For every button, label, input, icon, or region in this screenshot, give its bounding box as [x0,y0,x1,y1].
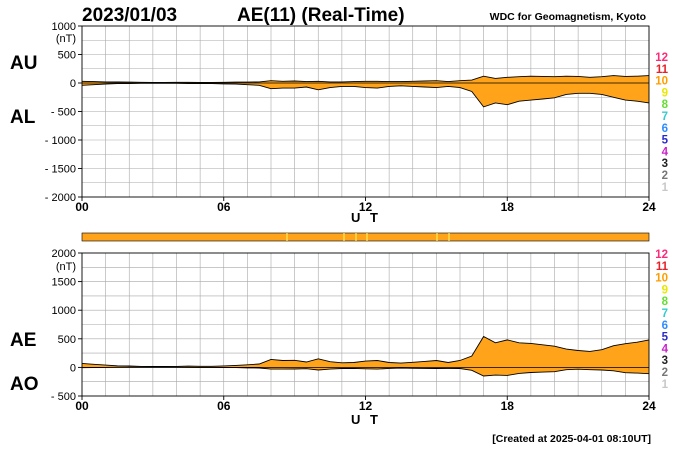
ao-series-line [81,366,650,377]
ae-ao-grid [82,253,649,396]
station-count-label: 1 [662,182,669,194]
au-series-line [81,75,650,83]
station-count-label: 12 [655,249,668,261]
station-count-label: 5 [662,135,669,147]
y-tick-label: - 1000 [45,135,76,147]
au-label: AU [10,53,37,74]
x-tick-label: 24 [642,200,656,214]
station-count-label: 4 [662,343,669,355]
station-count-label: 7 [662,111,668,123]
station-count-label: 3 [662,158,668,170]
y-tick-label: 500 [58,334,76,346]
au-al-unit-label: (nT) [56,33,76,45]
station-count-label: 10 [655,273,668,285]
y-tick-label: 500 [58,50,76,62]
station-count-label: 2 [662,367,668,379]
station-count-label: 8 [662,296,669,308]
ae-ao-y-ticks: 2000 1500 1000 500 0 - 500 [51,248,82,403]
ae-label: AE [10,330,36,351]
data-source: WDC for Geomagnetism, Kyoto [490,11,646,23]
y-tick-label: 1000 [52,305,76,317]
au-al-x-ticks: 00 06 12 18 24 [75,197,656,214]
plot-date: 2023/01/03 [82,5,177,26]
y-tick-label: - 1500 [45,164,76,176]
x-tick-label: 12 [359,399,373,413]
station-count-label: 6 [662,320,668,332]
au-al-grid [82,26,649,197]
x-tick-label: 00 [75,399,89,413]
x-tick-label: 00 [75,200,89,214]
station-count-label: 9 [662,87,668,99]
x-tick-label: 06 [217,200,231,214]
data-availability-strip [81,232,650,242]
y-tick-label: 2000 [52,248,76,260]
station-count-label: 2 [662,170,668,182]
ae-ao-data [81,335,650,377]
ao-label: AO [10,374,39,395]
ae-ao-x-axis-label: U T [351,412,381,427]
station-count-label: 9 [662,284,668,296]
x-tick-label: 06 [217,399,231,413]
y-tick-label: - 2000 [45,192,76,204]
station-count-label: 12 [655,52,668,64]
y-tick-label: - 500 [51,107,76,119]
station-count-label: 6 [662,123,668,135]
ae-series-line [81,335,650,367]
station-count-label: 4 [662,146,669,158]
ae-ao-x-ticks: 00 06 12 18 24 [75,396,656,413]
y-tick-label: 0 [70,78,76,90]
station-count-label: 1 [662,379,669,391]
ae-ao-unit-label: (nT) [56,261,76,273]
station-count-label: 11 [656,64,669,76]
x-tick-label: 24 [642,399,656,413]
al-label: AL [10,107,36,128]
y-tick-label: 0 [70,362,76,374]
created-timestamp: [Created at 2025-04-01 08:10UT] [492,433,651,445]
y-tick-label: - 500 [51,391,76,403]
al-series-line [81,82,650,108]
y-tick-label: 1000 [52,21,76,33]
station-count-label: 5 [662,332,669,344]
au-al-y-ticks: 1000 500 0 - 500 - 1000 - 1500 - 2000 [45,21,82,204]
x-tick-label: 12 [359,200,373,214]
station-count-label: 8 [662,99,669,111]
x-tick-label: 18 [501,399,515,413]
au-al-x-axis-label: U T [351,210,381,225]
x-tick-label: 18 [501,200,515,214]
station-count-label: 7 [662,308,668,320]
station-count-label: 3 [662,355,668,367]
filled-band [82,75,649,107]
plot-title: AE(11) (Real-Time) [237,5,405,26]
station-count-label: 11 [656,261,669,273]
au-al-data [81,75,650,108]
station-count-label: 10 [655,76,668,88]
y-tick-label: 1500 [52,277,76,289]
